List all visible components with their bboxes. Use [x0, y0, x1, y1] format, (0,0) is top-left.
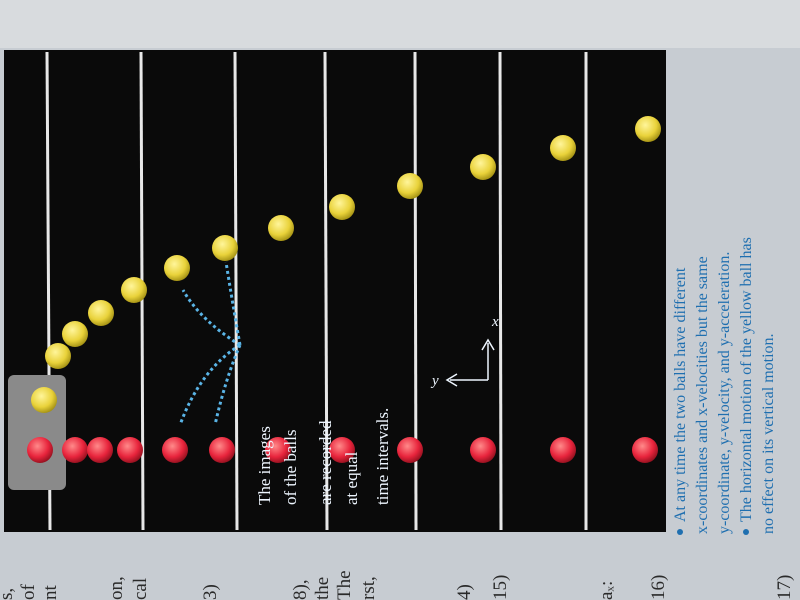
margin-fragment: on, [106, 576, 127, 600]
arrows [178, 261, 242, 426]
margin-fragment: The [334, 570, 355, 600]
yellow-ball [121, 277, 147, 303]
grid-lines [45, 51, 588, 531]
margin-fragment: the [312, 577, 333, 600]
margin-fragment: 15) [490, 575, 511, 600]
red-ball [550, 437, 576, 463]
caption-line: are recorded [316, 420, 335, 505]
yellow-ball [212, 235, 238, 261]
red-ball [397, 437, 423, 463]
yellow-ball [62, 321, 88, 347]
margin-fragment: aₓ: [596, 581, 617, 600]
margin-fragment: 3) [200, 584, 221, 600]
red-ball [162, 437, 188, 463]
margin-fragment: 8), [290, 579, 311, 600]
margin-fragment: of [18, 584, 39, 600]
red-ball [117, 437, 143, 463]
yellow-ball [470, 154, 496, 180]
bullet-line: x-coordinates and x-velocities but the s… [694, 256, 711, 534]
yellow-ball [329, 194, 355, 220]
margin-fragment: 16) [648, 575, 669, 600]
margin-fragment: rst, [358, 576, 379, 600]
axes [445, 338, 495, 387]
red-ball [329, 437, 355, 463]
caption-line: at equal [342, 451, 361, 505]
bullet-dot [677, 529, 683, 535]
caption-line: time intervals. [373, 408, 392, 505]
yellow-ball [45, 343, 71, 369]
bullet-line: At any time the two balls have different [672, 267, 689, 522]
yellow-ball [268, 215, 294, 241]
yellow-ball [635, 116, 661, 142]
red-ball [470, 437, 496, 463]
yellow-ball [88, 300, 114, 326]
bullet-line: The horizontal motion of the yellow ball… [738, 237, 755, 522]
caption-line: of the balls [281, 429, 300, 505]
red-ball [209, 437, 235, 463]
axis-x-label: x [491, 314, 499, 330]
yellow-ball [31, 387, 57, 413]
bullet-line: no effect on its vertical motion. [760, 333, 777, 534]
margin-fragment: 4) [454, 584, 475, 600]
caption-line: The images [255, 426, 274, 505]
margin-fragment: nt [40, 585, 61, 600]
yellow-ball [550, 135, 576, 161]
red-ball [62, 437, 88, 463]
axis-y-label: y [430, 373, 439, 389]
red-ball [27, 437, 53, 463]
bullet-line: y-coordinate, y-velocity, and y-accelera… [716, 252, 733, 534]
margin-fragment: 17) [774, 575, 795, 600]
yellow-ball [164, 255, 190, 281]
red-ball [87, 437, 113, 463]
balls [27, 116, 661, 463]
bullet-dot [743, 529, 749, 535]
margin-fragment: s, [0, 588, 17, 600]
paper-top [0, 0, 800, 48]
margin-fragment: cal [130, 578, 151, 600]
yellow-ball [397, 173, 423, 199]
red-ball [632, 437, 658, 463]
red-ball [265, 437, 291, 463]
